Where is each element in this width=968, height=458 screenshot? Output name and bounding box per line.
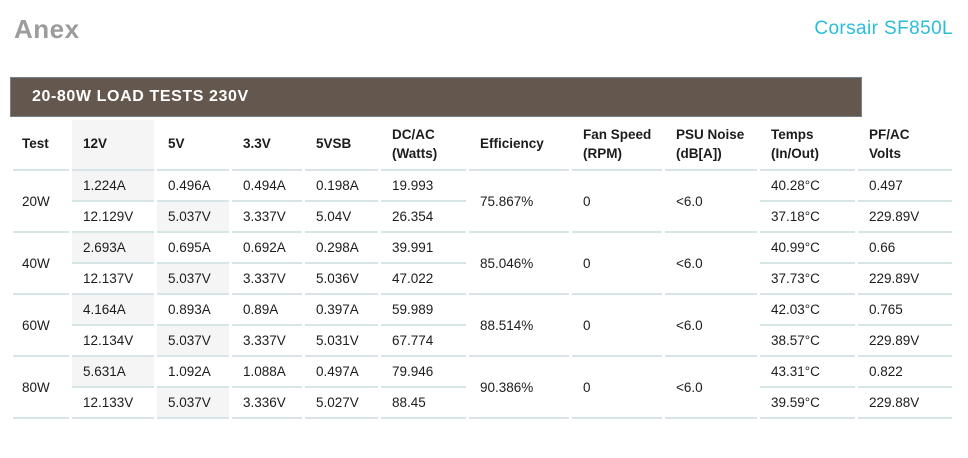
current-cell-3v3: 1.088A (232, 357, 302, 388)
temp-out-cell: 37.73°C (760, 264, 855, 295)
voltage-cell-5vsb: 5.036V (305, 264, 378, 295)
voltage-cell-5v: 5.037V (157, 202, 229, 233)
header-row: Test 12V 5V 3.3V 5VSB DC/AC (Watts) Effic… (13, 120, 952, 171)
section-title: 20-80W LOAD TESTS 230V (32, 88, 249, 105)
page-title: Anex (14, 14, 80, 44)
page-header: Anex Corsair SF850L (10, 12, 955, 45)
voltage-cell-12v: 12.134V (72, 326, 154, 357)
test-cell: 40W (13, 233, 69, 295)
dc-watts-cell: 19.993 (381, 171, 466, 202)
voltage-cell-3v3: 3.337V (232, 264, 302, 295)
temp-in-cell: 40.99°C (760, 233, 855, 264)
fan-speed-cell: 0 (572, 357, 662, 419)
voltage-cell-5vsb: 5.027V (305, 388, 378, 419)
current-cell-12v: 5.631A (72, 357, 154, 388)
current-cell-5vsb: 0.397A (305, 295, 378, 326)
ac-watts-cell: 67.774 (381, 326, 466, 357)
current-cell-12v: 2.693A (72, 233, 154, 264)
dc-watts-cell: 59.989 (381, 295, 466, 326)
test-cell: 60W (13, 295, 69, 357)
noise-cell: <6.0 (665, 357, 757, 419)
dc-watts-cell: 39.991 (381, 233, 466, 264)
pf-cell: 0.822 (858, 357, 952, 388)
load-tests-table: Test 12V 5V 3.3V 5VSB DC/AC (Watts) Effic… (10, 120, 955, 419)
ac-volts-cell: 229.89V (858, 202, 952, 233)
table-row-80w-amps: 80W 5.631A 1.092A 1.088A 0.497A 79.946 9… (13, 357, 952, 419)
col-header-pf-ac-volts: PF/AC Volts (858, 120, 952, 171)
col-header-3v3: 3.3V (232, 120, 302, 171)
ac-watts-cell: 26.354 (381, 202, 466, 233)
col-header-12v: 12V (72, 120, 154, 171)
current-cell-3v3: 0.692A (232, 233, 302, 264)
current-cell-5vsb: 0.198A (305, 171, 378, 202)
ac-watts-cell: 47.022 (381, 264, 466, 295)
dc-watts-cell: 79.946 (381, 357, 466, 388)
voltage-cell-12v: 12.129V (72, 202, 154, 233)
table-row-60w-volts: 12.134V 5.037V 3.337V 5.031V 67.774 38.5… (13, 326, 952, 357)
section-header-bar: 20-80W LOAD TESTS 230V (10, 77, 862, 117)
current-cell-5vsb: 0.298A (305, 233, 378, 264)
temp-out-cell: 39.59°C (760, 388, 855, 419)
voltage-cell-5v: 5.037V (157, 264, 229, 295)
temp-in-cell: 43.31°C (760, 357, 855, 388)
voltage-cell-3v3: 3.337V (232, 326, 302, 357)
voltage-cell-12v: 12.137V (72, 264, 154, 295)
col-header-dcac-watts: DC/AC (Watts) (381, 120, 466, 171)
noise-cell: <6.0 (665, 233, 757, 295)
voltage-cell-5vsb: 5.04V (305, 202, 378, 233)
table-row-20w-amps: 20W 1.224A 0.496A 0.494A 0.198A 19.993 7… (13, 171, 952, 233)
voltage-cell-5vsb: 5.031V (305, 326, 378, 357)
current-cell-5v: 0.893A (157, 295, 229, 326)
table-row-60w-amps: 60W 4.164A 0.893A 0.89A 0.397A 59.989 88… (13, 295, 952, 357)
table-row-40w-volts: 12.137V 5.037V 3.337V 5.036V 47.022 37.7… (13, 264, 952, 295)
col-header-fan-speed: Fan Speed (RPM) (572, 120, 662, 171)
voltage-cell-12v: 12.133V (72, 388, 154, 419)
table-row-20w-volts: 12.129V 5.037V 3.337V 5.04V 26.354 37.18… (13, 202, 952, 233)
efficiency-cell: 88.514% (469, 295, 569, 357)
noise-cell: <6.0 (665, 295, 757, 357)
current-cell-5vsb: 0.497A (305, 357, 378, 388)
page: Anex Corsair SF850L 20-80W LOAD TESTS 23… (10, 12, 955, 419)
col-header-test: Test (13, 120, 69, 171)
table-row-80w-volts: 12.133V 5.037V 3.336V 5.027V 88.45 39.59… (13, 388, 952, 419)
voltage-cell-3v3: 3.337V (232, 202, 302, 233)
pf-cell: 0.497 (858, 171, 952, 202)
current-cell-3v3: 0.89A (232, 295, 302, 326)
product-link[interactable]: Corsair SF850L (814, 18, 953, 39)
fan-speed-cell: 0 (572, 295, 662, 357)
fan-speed-cell: 0 (572, 171, 662, 233)
ac-volts-cell: 229.88V (858, 388, 952, 419)
current-cell-5v: 0.695A (157, 233, 229, 264)
current-cell-12v: 1.224A (72, 171, 154, 202)
voltage-cell-5v: 5.037V (157, 326, 229, 357)
efficiency-cell: 85.046% (469, 233, 569, 295)
voltage-cell-3v3: 3.336V (232, 388, 302, 419)
current-cell-5v: 0.496A (157, 171, 229, 202)
test-cell: 20W (13, 171, 69, 233)
fan-speed-cell: 0 (572, 233, 662, 295)
efficiency-cell: 90.386% (469, 357, 569, 419)
temp-in-cell: 40.28°C (760, 171, 855, 202)
table-row-40w-amps: 40W 2.693A 0.695A 0.692A 0.298A 39.991 8… (13, 233, 952, 295)
pf-cell: 0.765 (858, 295, 952, 326)
noise-cell: <6.0 (665, 171, 757, 233)
current-cell-5v: 1.092A (157, 357, 229, 388)
col-header-temps: Temps (In/Out) (760, 120, 855, 171)
ac-watts-cell: 88.45 (381, 388, 466, 419)
ac-volts-cell: 229.89V (858, 326, 952, 357)
col-header-efficiency: Efficiency (469, 120, 569, 171)
temp-in-cell: 42.03°C (760, 295, 855, 326)
col-header-psu-noise: PSU Noise (dB[A]) (665, 120, 757, 171)
voltage-cell-5v: 5.037V (157, 388, 229, 419)
col-header-5vsb: 5VSB (305, 120, 378, 171)
pf-cell: 0.66 (858, 233, 952, 264)
ac-volts-cell: 229.89V (858, 264, 952, 295)
temp-out-cell: 37.18°C (760, 202, 855, 233)
test-cell: 80W (13, 357, 69, 419)
current-cell-12v: 4.164A (72, 295, 154, 326)
current-cell-3v3: 0.494A (232, 171, 302, 202)
temp-out-cell: 38.57°C (760, 326, 855, 357)
efficiency-cell: 75.867% (469, 171, 569, 233)
col-header-5v: 5V (157, 120, 229, 171)
